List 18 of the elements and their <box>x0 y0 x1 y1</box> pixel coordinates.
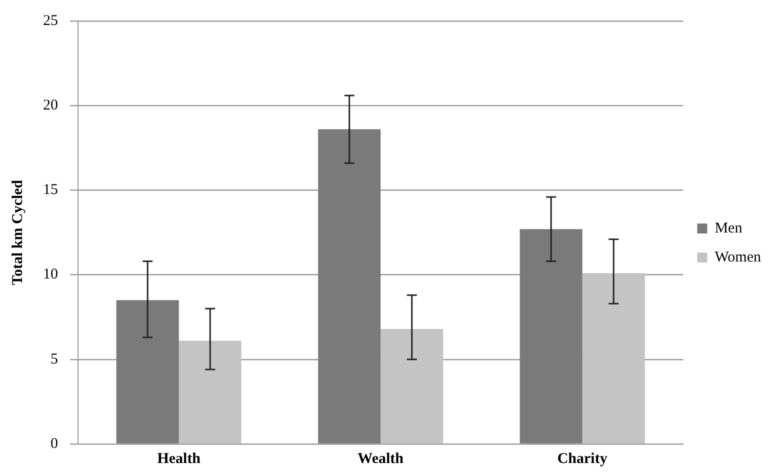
x-tick-label: Health <box>157 450 202 467</box>
bar <box>380 328 444 444</box>
y-tick-label: 20 <box>43 98 58 114</box>
legend-label: Men <box>714 220 743 236</box>
x-tick-label: Charity <box>557 450 608 467</box>
y-tick-label: 10 <box>43 266 58 283</box>
y-tick-label: 0 <box>50 436 58 452</box>
legend-label: Women <box>714 249 762 266</box>
y-tick-label: 15 <box>43 182 58 198</box>
y-tick-label: 25 <box>43 12 58 29</box>
bar <box>116 300 179 444</box>
bar <box>520 229 582 444</box>
y-axis-title: Total km Cycled <box>10 179 26 286</box>
bar <box>318 129 381 444</box>
x-tick-label: Wealth <box>358 450 404 467</box>
bar <box>582 273 645 444</box>
y-tick-label: 5 <box>50 351 58 368</box>
bar <box>178 340 242 444</box>
